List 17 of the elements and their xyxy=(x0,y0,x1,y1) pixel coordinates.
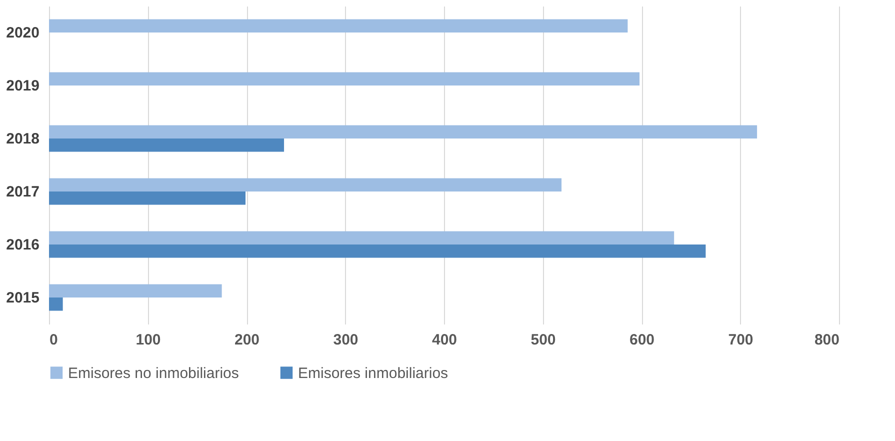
y-tick-label: 2017 xyxy=(6,184,40,200)
x-tick-label: 700 xyxy=(728,332,754,348)
y-tick-label: 2015 xyxy=(6,290,40,306)
legend-label: Emisores inmobiliarios xyxy=(298,364,448,382)
legend-label: Emisores no inmobiliarios xyxy=(68,364,239,382)
x-tick-label: 800 xyxy=(814,332,840,348)
y-tick-label: 2016 xyxy=(6,236,40,254)
x-tick-label: 300 xyxy=(333,332,358,348)
x-tick-label: 100 xyxy=(136,332,161,348)
x-tick-label: 200 xyxy=(234,332,260,348)
x-tick-label: 400 xyxy=(432,332,458,348)
y-tick-label: 2019 xyxy=(6,78,40,94)
y-tick-label: 2018 xyxy=(6,130,40,148)
x-tick-label: 0 xyxy=(50,332,58,348)
y-tick-label: 2020 xyxy=(6,24,40,42)
x-tick-label: 500 xyxy=(530,332,556,348)
x-tick-label: 600 xyxy=(629,332,655,348)
